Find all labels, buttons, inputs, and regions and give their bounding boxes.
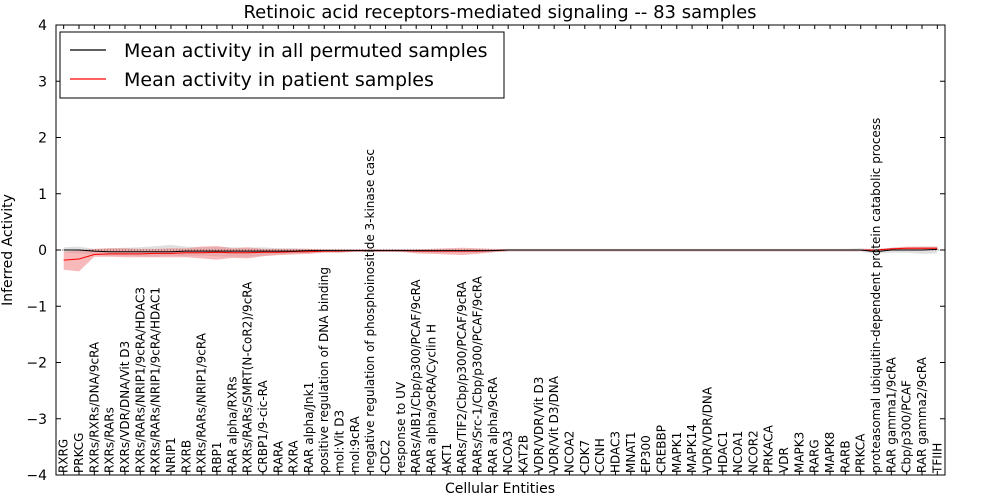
y-tick-label: 3 [38, 74, 47, 90]
y-tick-label: −3 [26, 412, 47, 428]
chart-title: Retinoic acid receptors-mediated signali… [243, 2, 756, 23]
legend: Mean activity in all permuted samples Me… [59, 31, 505, 99]
x-tick-label: RXRs/RARs/NRIP1/9cRA/HDAC3 [133, 287, 147, 473]
x-tick-label: RXRs/RARs/NRIP1/9cRA [195, 332, 209, 473]
x-tick-label: HDAC1 [716, 431, 730, 473]
x-tick-label: RARA [271, 440, 285, 473]
x-tick-label: PRKACA [762, 424, 776, 473]
x-tick-label: CRBP1/9-cic-RA [256, 379, 270, 473]
x-tick-label: RAR alpha/RXRs [225, 376, 239, 473]
x-tick-label: RAR alpha/9cRA [486, 376, 500, 473]
y-tick-label: 0 [38, 243, 47, 259]
y-tick-label: −1 [26, 299, 47, 315]
x-tick-label: mol:Vit D3 [333, 410, 347, 473]
x-tick-label: MNAT1 [624, 431, 638, 473]
y-axis-label: Inferred Activity [0, 194, 16, 306]
x-tick-label: HDAC3 [609, 431, 623, 473]
x-tick-label: EP300 [639, 435, 653, 473]
x-tick-label: MAPK3 [792, 432, 806, 473]
x-tick-label: RARB [838, 440, 852, 473]
x-tick-label: MAPK14 [685, 424, 699, 473]
x-tick-label: RXRs/RARs/SMRT(N-CoR2)/9cRA [241, 281, 255, 473]
x-tick-label: RARs/Src-1/Cbp/p300/PCAF/9cRA [471, 275, 485, 473]
x-tick-label: AKT1 [440, 443, 454, 473]
x-tick-label: CDK7 [578, 440, 592, 473]
legend-frame [59, 31, 505, 99]
x-tick-label: positive regulation of DNA binding [317, 267, 331, 473]
x-tick-label: TFIIH [930, 443, 944, 474]
x-tick-label: CREBBP [654, 425, 668, 473]
x-tick-label: negative regulation of phosphoinositide … [363, 149, 377, 473]
x-tick-label: VDR/Vit D3/DNA [547, 375, 561, 473]
x-tick-label: RARG [808, 439, 822, 473]
x-tick-label: RXRs/RARs/NRIP1/9cRA/HDAC1 [149, 287, 163, 473]
axes: −4 −3 −2 −1 0 1 2 3 4 [26, 18, 946, 484]
x-tick-label: response to UV [394, 381, 408, 473]
x-tick-label: NCOA2 [563, 431, 577, 473]
y-tick-label: −4 [26, 468, 47, 484]
x-tick-label: RXRs/RXRs/DNA/9cRA [87, 341, 101, 473]
y-tick-label: 2 [38, 131, 47, 147]
x-tick-label: RXRB [179, 440, 193, 473]
x-tick-label: NRIP1 [164, 437, 178, 473]
confidence-bands [63, 244, 938, 272]
x-tick-label: MAPK8 [823, 432, 837, 473]
x-tick-label: PRKCG [72, 433, 86, 473]
x-tick-labels: RXRG PRKCG RXRs/RXRs/DNA/9cRA RXRs/RARs RXRs… [57, 118, 945, 474]
x-tick-label: RARs/TIF2/Cbp/p300/PCAF/9cRA [455, 281, 469, 473]
x-tick-label: RXRs/RARs [103, 407, 117, 473]
x-tick-label: mol:9cRA [348, 416, 362, 473]
x-tick-label: RBP1 [210, 442, 224, 473]
x-tick-label: RAR gamma2/9cRA [915, 356, 929, 473]
x-tick-label: RAR alpha/9cRA/Cyclin H [425, 324, 439, 473]
y-tick-label: −2 [26, 356, 47, 372]
x-tick-label: RXRG [57, 439, 71, 473]
x-tick-label: NCOA3 [501, 431, 515, 473]
x-tick-label: RAR alpha/Jnk1 [302, 382, 316, 473]
x-tick-label: RXRA [287, 440, 301, 473]
legend-label-permuted: Mean activity in all permuted samples [124, 40, 487, 62]
x-tick-label: NCOA1 [731, 431, 745, 473]
x-tick-label: RAR gamma1/9cRA [884, 356, 898, 473]
x-axis-label: Cellular Entities [445, 481, 555, 497]
x-tick-label: VDR/VDR/Vit D3 [532, 377, 546, 473]
x-tick-label: RARs/AIB1/Cbp/p300/PCAF/9cRA [409, 279, 423, 473]
x-tick-label: PRKCA [854, 433, 868, 473]
x-tick-label: Cbp/p300/PCAF [900, 380, 914, 473]
x-tick-label: CDC2 [379, 439, 393, 473]
x-tick-label: RXRs/VDR/DNA/Vit D3 [118, 341, 132, 473]
legend-label-patient: Mean activity in patient samples [124, 69, 434, 91]
y-tick-label: 4 [38, 18, 47, 34]
x-tick-label: MAPK1 [670, 432, 684, 473]
y-tick-label: 1 [38, 187, 47, 203]
x-tick-label: VDR [777, 447, 791, 473]
x-tick-label: KAT2B [517, 435, 531, 473]
x-tick-label: NCOR2 [746, 430, 760, 473]
x-tick-label: proteasomal ubiquitin-dependent protein … [869, 118, 883, 473]
x-tick-label: VDR/VDR/DNA [700, 386, 714, 473]
x-tick-label: CCNH [593, 438, 607, 473]
